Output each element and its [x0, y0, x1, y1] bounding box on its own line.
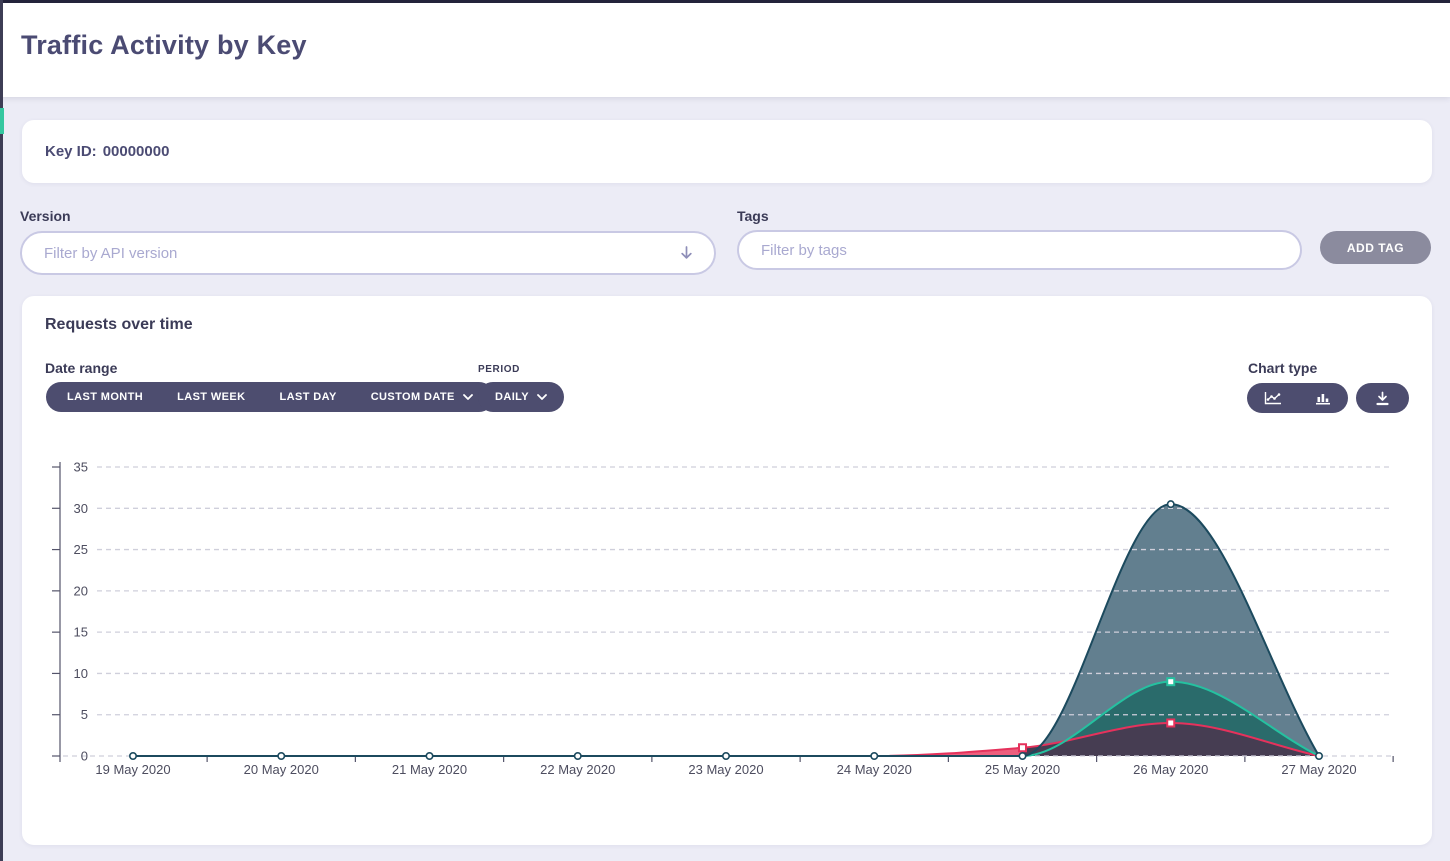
bar-chart-type-button[interactable]: [1315, 391, 1331, 405]
slate-area-point: [277, 751, 286, 760]
red-line-area-outside: [874, 747, 1023, 756]
chevron-down-icon: [537, 394, 547, 400]
svg-text:22 May 2020: 22 May 2020: [540, 762, 615, 777]
last-week-button[interactable]: LAST WEEK: [160, 382, 262, 412]
period-value: DAILY: [495, 391, 529, 403]
red-line-area: [133, 722, 1319, 756]
period-label: PERIOD: [478, 364, 520, 375]
last-week-label: LAST WEEK: [177, 391, 246, 403]
chart-gridlines: [63, 466, 1393, 757]
last-month-button[interactable]: LAST MONTH: [50, 382, 160, 412]
requests-over-time-card: Requests over time Date range LAST MONTH…: [22, 296, 1432, 845]
window-top-border: [0, 0, 1450, 3]
arrow-down-icon[interactable]: [679, 245, 694, 261]
red-line-point: [1018, 743, 1027, 753]
line-chart-type-button[interactable]: [1264, 391, 1282, 405]
svg-text:0: 0: [81, 749, 88, 764]
custom-date-button[interactable]: CUSTOM DATE: [354, 382, 490, 412]
chart-type-button-group: [1247, 383, 1348, 413]
page-title: Traffic Activity by Key: [21, 30, 307, 60]
tags-label: Tags: [737, 208, 769, 224]
svg-text:10: 10: [74, 666, 88, 681]
chart-area-fills: [133, 504, 1319, 756]
svg-text:35: 35: [74, 460, 88, 475]
svg-text:19 May 2020: 19 May 2020: [95, 762, 170, 777]
version-label: Version: [20, 208, 71, 224]
chart-tick-labels: 0 5 10 15 20 25 30 35 19 May 2020 20 May 2020 21 M…: [74, 460, 1357, 777]
slate-area-point: [1018, 751, 1027, 760]
svg-text:20 May 2020: 20 May 2020: [244, 762, 319, 777]
svg-text:21 May 2020: 21 May 2020: [392, 762, 467, 777]
svg-text:24 May 2020: 24 May 2020: [837, 762, 912, 777]
tags-field[interactable]: [737, 230, 1302, 270]
slate-area-point: [870, 751, 879, 760]
svg-text:15: 15: [74, 625, 88, 640]
period-select[interactable]: DAILY: [478, 382, 564, 412]
version-select[interactable]: [20, 231, 716, 275]
tags-input[interactable]: [739, 241, 1300, 259]
svg-text:25: 25: [74, 542, 88, 557]
key-id-card: Key ID: 00000000: [22, 120, 1432, 183]
teal-line-point: [1166, 677, 1176, 687]
download-chart-button[interactable]: [1356, 383, 1409, 413]
last-day-button[interactable]: LAST DAY: [263, 382, 354, 412]
requests-over-time-chart[interactable]: 0 5 10 15 20 25 30 35 19 May 2020 20 May 2020 21 M…: [37, 450, 1410, 790]
line-chart-icon: [1264, 392, 1281, 405]
svg-text:25 May 2020: 25 May 2020: [985, 762, 1060, 777]
slate-area-point: [721, 751, 730, 760]
download-icon: [1376, 391, 1389, 405]
chart-data-points[interactable]: [129, 500, 1324, 760]
slate-area-point: [1166, 500, 1175, 509]
slate-area-point: [129, 751, 138, 760]
key-id-value: 00000000: [102, 143, 170, 160]
add-tag-button[interactable]: ADD TAG: [1320, 231, 1431, 264]
page-header: Traffic Activity by Key: [0, 0, 1450, 97]
svg-text:26 May 2020: 26 May 2020: [1133, 762, 1208, 777]
window-left-border: [0, 0, 3, 861]
custom-date-label: CUSTOM DATE: [370, 391, 455, 403]
slate-area-point: [425, 751, 434, 760]
last-month-label: LAST MONTH: [67, 391, 144, 403]
date-range-label: Date range: [45, 360, 118, 376]
svg-text:30: 30: [74, 501, 88, 516]
teal-accent-bar: [0, 108, 4, 134]
last-day-label: LAST DAY: [279, 391, 337, 403]
svg-text:5: 5: [81, 707, 88, 722]
chart-card-title: Requests over time: [45, 316, 193, 333]
chart-type-label: Chart type: [1248, 360, 1318, 376]
svg-text:23 May 2020: 23 May 2020: [688, 762, 763, 777]
slate-area-point: [1315, 751, 1324, 760]
key-id-label: Key ID:: [45, 143, 97, 160]
red-line-point: [1166, 718, 1176, 728]
chevron-down-icon: [462, 394, 473, 400]
bar-chart-icon: [1316, 394, 1331, 405]
date-range-button-group: LAST MONTH LAST WEEK LAST DAY CUSTOM DAT…: [46, 382, 494, 412]
slate-area-point: [573, 751, 582, 760]
slate-area-line: [133, 503, 1320, 757]
svg-text:27 May 2020: 27 May 2020: [1281, 762, 1356, 777]
version-input[interactable]: [22, 244, 679, 262]
key-id-text: Key ID: 00000000: [45, 143, 169, 160]
svg-text:20: 20: [74, 583, 88, 598]
